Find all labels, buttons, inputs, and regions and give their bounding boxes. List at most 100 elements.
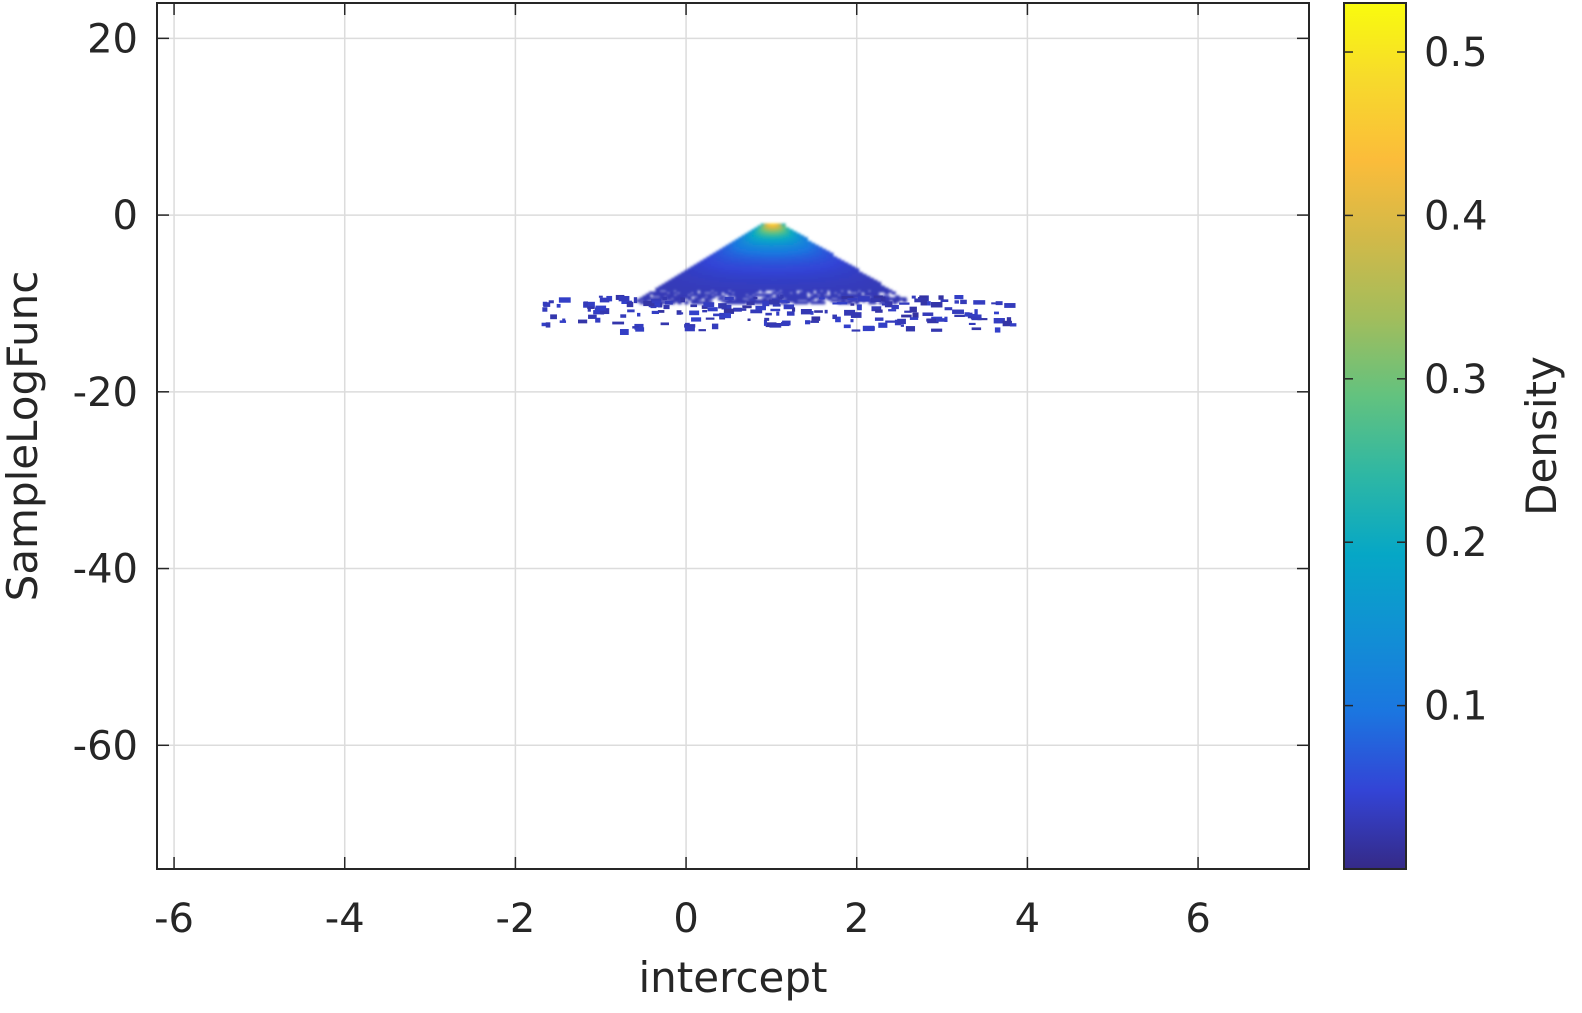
density-cell: [753, 246, 758, 250]
density-cell: [849, 283, 855, 287]
density-cell: [695, 281, 701, 285]
density-cell: [716, 252, 721, 256]
density-cell: [741, 264, 747, 268]
density-cell: [724, 266, 730, 270]
plot-background: [157, 3, 1309, 869]
density-cell: [687, 273, 693, 278]
density-cell: [682, 285, 688, 289]
density-cell: [754, 287, 759, 291]
density-cell: [689, 289, 695, 293]
density-cell: [864, 293, 869, 297]
density-cell: [739, 275, 744, 280]
density-cell: [768, 229, 773, 233]
density-cell: [735, 270, 740, 274]
density-cell: [806, 264, 811, 268]
density-cell: [819, 291, 825, 295]
density-cell: [833, 266, 839, 270]
density-speckle: [969, 313, 977, 317]
density-cell: [746, 246, 751, 250]
density-cell: [862, 279, 868, 283]
density-cell: [877, 289, 883, 293]
density-cell: [690, 299, 696, 303]
density-cell: [775, 235, 781, 239]
density-cell: [760, 279, 765, 283]
density-cell: [866, 287, 872, 291]
density-cell: [866, 283, 872, 287]
density-cell: [781, 283, 786, 287]
density-cell: [816, 264, 822, 268]
density-cell: [846, 287, 852, 291]
density-cell: [725, 272, 730, 276]
density-cell: [783, 246, 789, 250]
density-cell: [765, 235, 771, 239]
x-tick-label: 0: [673, 896, 698, 942]
density-cell: [771, 287, 777, 291]
density-cell: [746, 277, 752, 281]
density-cell: [827, 268, 832, 272]
density-cell: [740, 252, 745, 256]
density-cell: [680, 295, 685, 299]
density-speckle: [740, 308, 747, 311]
density-cell: [781, 260, 787, 264]
density-cell: [821, 273, 826, 278]
density-cell: [673, 295, 678, 299]
density-cell: [677, 275, 683, 280]
density-cell: [809, 264, 815, 268]
density-cell: [698, 279, 704, 283]
density-cell: [811, 283, 817, 287]
density-cell: [755, 237, 760, 241]
density-cell: [793, 240, 798, 245]
density-cell: [796, 268, 802, 272]
density-cell: [696, 262, 702, 266]
density-cell: [733, 283, 739, 287]
density-cell: [839, 287, 845, 291]
density-cell: [756, 246, 762, 250]
density-cell: [844, 266, 849, 270]
density-cell: [795, 256, 800, 260]
density-cell: [777, 252, 783, 256]
density-cell: [782, 264, 787, 268]
density-cell: [655, 289, 661, 293]
density-cell: [716, 258, 722, 262]
density-cell: [834, 299, 839, 303]
density-cell: [750, 254, 756, 258]
density-cell: [789, 293, 794, 297]
density-speckle: [805, 320, 811, 325]
density-cell: [750, 285, 756, 289]
density-cell: [817, 275, 823, 280]
density-cell: [810, 270, 815, 274]
density-cell: [771, 231, 777, 235]
density-cell: [728, 272, 734, 276]
density-cell: [801, 254, 807, 258]
density-cell: [748, 297, 754, 301]
density-cell: [795, 287, 800, 291]
density-cell: [730, 285, 735, 289]
density-cell: [700, 264, 706, 268]
density-cell: [754, 289, 760, 293]
density-cell: [801, 285, 807, 289]
density-cell: [695, 277, 700, 281]
density-speckle: [993, 311, 999, 315]
density-cell: [867, 293, 873, 297]
density-speckle: [899, 302, 910, 305]
density-cell: [797, 246, 803, 250]
density-cell: [826, 295, 832, 299]
density-cell: [735, 242, 741, 247]
density-cell: [792, 289, 797, 293]
density-cell: [829, 254, 834, 258]
density-cell: [829, 256, 834, 260]
density-cell: [766, 272, 771, 276]
density-cell: [817, 273, 823, 278]
density-cell: [840, 297, 846, 301]
density-cell: [703, 293, 709, 297]
density-cell: [865, 277, 871, 281]
density-speckle: [891, 304, 899, 310]
density-cell: [805, 258, 811, 262]
density-cell: [776, 242, 782, 247]
density-cell: [843, 291, 849, 295]
density-cell: [788, 254, 793, 258]
density-cell: [779, 268, 785, 272]
density-speckle: [742, 305, 752, 309]
density-cell: [709, 254, 715, 258]
density-cell: [722, 279, 728, 283]
